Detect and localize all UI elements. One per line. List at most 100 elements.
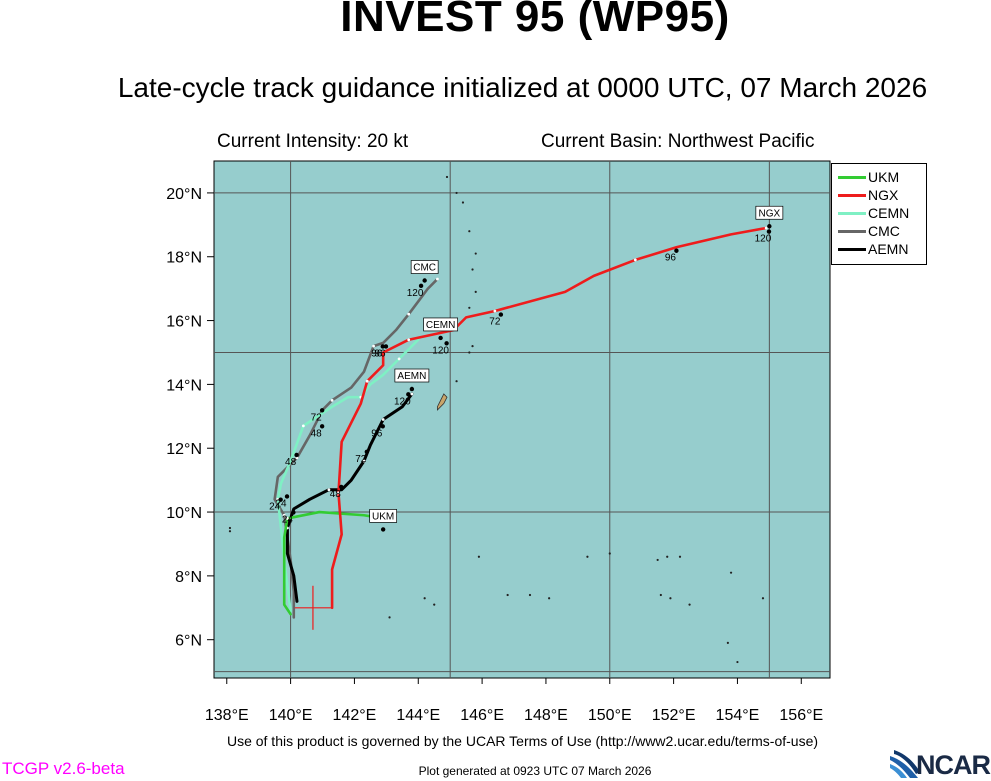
track-node-cemn-6 (301, 424, 305, 428)
track-node-ngx-6 (365, 379, 369, 383)
tau-dot-aemn-2 (364, 449, 370, 454)
end-label-box-ngx (755, 205, 784, 220)
tau-label-cmc-24: 24 (269, 502, 281, 513)
track-node-ngx-12 (493, 309, 497, 313)
xtick-label-148: 148°E (524, 707, 568, 724)
track-node-cmc-15 (407, 312, 411, 316)
track-node-ngx-9 (407, 338, 411, 342)
island-13 (228, 526, 232, 530)
axis-ticks: 138°E 140°E 142°E 144°E 146°E 148°E 150°E 152°E… (166, 186, 823, 724)
island-29 (736, 660, 739, 664)
track-node-aemn-15 (410, 392, 414, 396)
track-node-aemn-9 (362, 459, 366, 463)
island-21 (656, 558, 659, 562)
ytick-label-16: 16°N (166, 314, 202, 331)
end-label-aemn: AEMN (397, 371, 426, 382)
xtick-label-140: 140°E (269, 707, 313, 724)
island-22 (666, 555, 669, 558)
track-node-cmc-9 (330, 398, 334, 402)
tau-label-ngx-96: 96 (665, 253, 677, 264)
tau-dot-cemn-3 (383, 344, 389, 349)
tau-label-aemn-120: 120 (394, 396, 411, 407)
track-node-cmc-18 (436, 277, 439, 281)
terms-of-use-text: Use of this product is governed by the U… (226, 733, 819, 749)
initial-position-marker (294, 585, 331, 630)
tau-label-aemn-72: 72 (355, 454, 367, 465)
tau-dot-aemn-0 (284, 494, 290, 499)
end-dot-ukm (380, 527, 386, 532)
track-node-ukm-3 (286, 517, 289, 520)
xtick-label-154: 154°E (716, 707, 760, 724)
tau-label-cemn-48: 48 (285, 457, 297, 468)
guam-island (437, 393, 448, 411)
ytick-label-14: 14°N (166, 377, 202, 394)
island-1 (468, 351, 471, 354)
island-0 (471, 344, 474, 348)
track-node-cmc-3 (282, 513, 286, 517)
tau-label-aemn-48: 48 (330, 489, 342, 500)
island-18 (548, 597, 551, 600)
tau-label-cmc-96: 96 (371, 348, 383, 359)
tau-label-cmc-48: 48 (311, 428, 323, 439)
end-dot-ngx (767, 224, 772, 229)
island-15 (477, 555, 481, 558)
ytick-label-18: 18°N (166, 250, 202, 267)
legend-label-ukm: UKM (868, 169, 900, 185)
track-node-ngx-3 (337, 491, 340, 495)
ytick-label-8: 8°N (175, 569, 202, 586)
island-19 (586, 555, 589, 558)
tau-label-cemn-24: 24 (282, 514, 294, 525)
tau-dot-cmc-2 (380, 344, 385, 349)
track-line-cemn (276, 338, 420, 613)
end-dot-cemn (438, 335, 443, 341)
xtick-label-144: 144°E (396, 707, 440, 724)
xtick-label-152: 152°E (652, 707, 696, 724)
tau-dot-aemn-3 (380, 424, 385, 429)
tau-dot-cmc-3 (418, 283, 424, 289)
tau-label-cmc-120: 120 (407, 288, 424, 299)
tau-label-ngx-72: 72 (489, 317, 501, 328)
ytick-label-10: 10°N (166, 505, 202, 522)
end-label-cmc: CMC (413, 263, 436, 274)
island-20 (608, 552, 611, 555)
model-tracks (273, 226, 768, 619)
tau-dot-cmc-1 (319, 424, 325, 429)
end-label-cemn: CEMN (426, 320, 455, 331)
island-31 (388, 616, 391, 619)
end-label-box-cmc (410, 260, 439, 274)
legend: UKM NGX CEMN CMC AEMN (831, 163, 927, 265)
legend-label-cemn: CEMN (868, 205, 910, 221)
xtick-label-138: 138°E (205, 707, 249, 724)
chart-subtitle: Late-cycle track guidance initialized at… (117, 72, 928, 103)
island-2 (468, 306, 471, 309)
version-label: TCGP v2.6-beta (2, 759, 125, 778)
current-intensity-label: Current Intensity: 20 kt (217, 131, 409, 152)
tau-label-cemn-96: 96 (374, 348, 386, 359)
tau-dot-cemn-0 (291, 510, 296, 515)
tau-dot-cmc-0 (278, 497, 283, 502)
ytick-label-6: 6°N (175, 633, 202, 650)
legend-swatch-cmc (838, 230, 866, 233)
end-label-box-ukm (369, 509, 398, 523)
tau-label-ngx-120: 120 (755, 234, 772, 245)
tau-dot-aemn-1 (339, 484, 344, 490)
track-node-aemn-12 (381, 418, 385, 421)
grid-lines (214, 161, 830, 678)
legend-swatch-ngx (838, 194, 866, 197)
tau-label-cemn-72: 72 (311, 412, 323, 423)
end-label-box-aemn (394, 368, 430, 383)
xtick-label-142: 142°E (333, 707, 377, 724)
island-9 (445, 175, 449, 179)
track-node-cemn-12 (397, 357, 401, 361)
xtick-label-146: 146°E (460, 707, 504, 724)
island-17 (528, 593, 532, 597)
island-23 (678, 555, 682, 558)
island-26 (688, 603, 691, 606)
track-node-ngx-15 (633, 258, 637, 262)
tau-label-cemn-120: 120 (432, 345, 449, 356)
island-7 (461, 201, 465, 204)
legend-swatch-aemn (838, 248, 866, 251)
legend-label-ngx: NGX (868, 187, 899, 203)
ocean-background (213, 160, 831, 679)
